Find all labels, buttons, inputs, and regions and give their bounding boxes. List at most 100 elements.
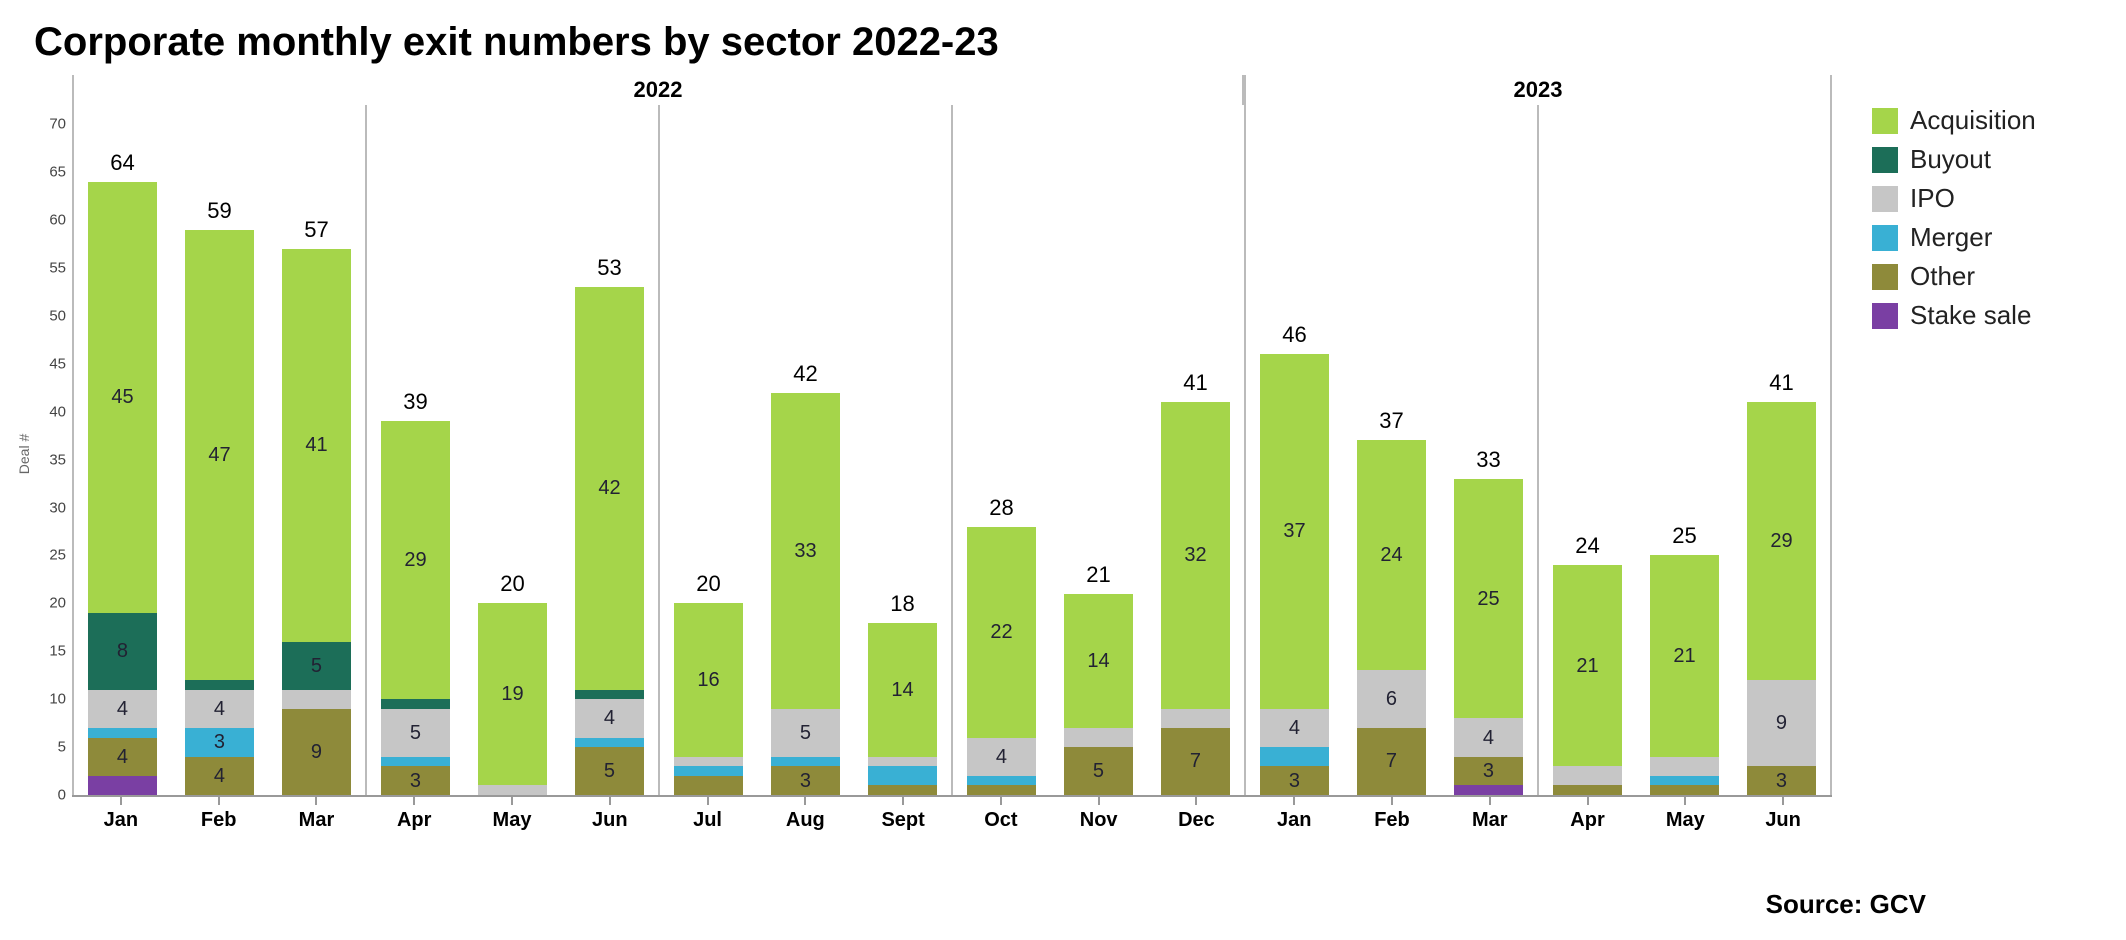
segment-value: 16 [697, 670, 719, 690]
bar-total: 59 [207, 198, 231, 224]
segment-value: 32 [1184, 545, 1206, 565]
bar-segment-acquisition: 25 [1454, 479, 1524, 719]
segment-value: 3 [410, 771, 421, 791]
bar-segment-merger [674, 766, 744, 776]
bar-segment-buyout: 5 [282, 642, 352, 690]
bar-segment-buyout [381, 699, 451, 709]
bar-segment-acquisition: 47 [185, 230, 255, 680]
month-slot: 2124 [1539, 105, 1636, 795]
y-tick: 15 [49, 643, 66, 660]
month-slot: 51421 [1050, 105, 1147, 795]
bar-segment-stake_sale [88, 776, 158, 795]
quarter-panel: 422285142173241 [953, 105, 1246, 795]
bar-segment-acquisition: 29 [1747, 402, 1817, 680]
segment-value: 29 [404, 550, 426, 570]
bar: 954157 [282, 249, 352, 795]
quarter-panel: 3529391920544253 [367, 105, 660, 795]
bar-total: 57 [304, 217, 328, 243]
segment-value: 3 [214, 732, 225, 752]
segment-value: 29 [1770, 531, 1792, 551]
segment-value: 37 [1283, 521, 1305, 541]
bar-segment-other: 5 [575, 747, 645, 795]
legend-label: Other [1910, 261, 1975, 292]
segment-value: 21 [1673, 646, 1695, 666]
legend-item-stake_sale: Stake sale [1872, 300, 2036, 331]
bar-segment-other: 5 [1064, 747, 1134, 795]
bar-segment-merger [575, 738, 645, 748]
bar-segment-ipo [1064, 728, 1134, 747]
bar: 343746 [1260, 354, 1330, 795]
legend: AcquisitionBuyoutIPOMergerOtherStake sal… [1872, 105, 2036, 832]
month-slot: 392941 [1733, 105, 1830, 795]
segment-value: 3 [1483, 761, 1494, 781]
bar-segment-other [674, 776, 744, 795]
bar-segment-ipo [1553, 766, 1623, 785]
bar-total: 24 [1575, 533, 1599, 559]
bar-segment-acquisition: 29 [381, 421, 451, 699]
bar-segment-acquisition: 42 [575, 287, 645, 689]
segment-value: 24 [1380, 545, 1402, 565]
bar: 352939 [381, 421, 451, 795]
x-tick [707, 797, 709, 805]
bar-segment-other: 3 [1747, 766, 1817, 795]
x-tick [1293, 797, 1295, 805]
bar-segment-other: 7 [1161, 728, 1231, 795]
bar: 42228 [967, 527, 1037, 795]
bar-segment-other [967, 785, 1037, 795]
segment-value: 4 [117, 747, 128, 767]
segment-value: 14 [891, 680, 913, 700]
segment-value: 4 [1483, 728, 1494, 748]
chart-title: Corporate monthly exit numbers by sector… [34, 20, 2096, 65]
legend-label: Acquisition [1910, 105, 2036, 136]
y-tick: 0 [58, 787, 66, 804]
quarter-panel: 16203533421418 [660, 105, 953, 795]
y-tick: 30 [49, 499, 66, 516]
x-tick [1782, 797, 1784, 805]
month-slot: 4344759 [171, 105, 268, 795]
bar-segment-buyout: 8 [88, 613, 158, 690]
segment-value: 5 [604, 761, 615, 781]
bar-segment-merger [88, 728, 158, 738]
bar: 4344759 [185, 230, 255, 795]
month-slot: 4484564 [74, 105, 171, 795]
bar-segment-acquisition: 19 [478, 603, 548, 785]
bar-segment-ipo [282, 690, 352, 709]
legend-item-merger: Merger [1872, 222, 2036, 253]
quarter-panel: 343746762437342533 [1246, 105, 1539, 795]
x-tick [511, 797, 513, 805]
bar: 342533 [1454, 479, 1524, 795]
month-slot: 1418 [854, 105, 951, 795]
bar-segment-merger [967, 776, 1037, 786]
month-slot: 1620 [660, 105, 757, 795]
bar-segment-ipo [1161, 709, 1231, 728]
month-slot: 342533 [1440, 105, 1537, 795]
bar-segment-merger: 3 [185, 728, 255, 757]
legend-swatch [1872, 147, 1898, 173]
bar-segment-other: 7 [1357, 728, 1427, 795]
bar-segment-ipo: 4 [967, 738, 1037, 776]
bar-segment-acquisition: 22 [967, 527, 1037, 738]
bar-total: 46 [1282, 322, 1306, 348]
segment-value: 47 [208, 445, 230, 465]
x-tick [1391, 797, 1393, 805]
bar-segment-other [1553, 785, 1623, 795]
bar-segment-ipo: 6 [1357, 670, 1427, 727]
y-tick: 60 [49, 212, 66, 229]
bar-segment-buyout [575, 690, 645, 700]
bar-segment-ipo [1650, 757, 1720, 776]
y-tick: 55 [49, 259, 66, 276]
segment-value: 9 [1776, 713, 1787, 733]
legend-item-acquisition: Acquisition [1872, 105, 2036, 136]
segment-value: 45 [111, 387, 133, 407]
segment-value: 4 [1289, 718, 1300, 738]
bar: 2124 [1553, 565, 1623, 795]
quarter-panel: 21242125392941 [1539, 105, 1832, 795]
segment-value: 42 [598, 478, 620, 498]
month-slot: 352939 [367, 105, 464, 795]
bar-segment-other: 3 [1260, 766, 1330, 795]
bar-segment-merger [1650, 776, 1720, 786]
bar: 762437 [1357, 440, 1427, 795]
bar-total: 21 [1086, 562, 1110, 588]
month-slot: 73241 [1147, 105, 1244, 795]
year-header: 2022 [72, 75, 1244, 105]
